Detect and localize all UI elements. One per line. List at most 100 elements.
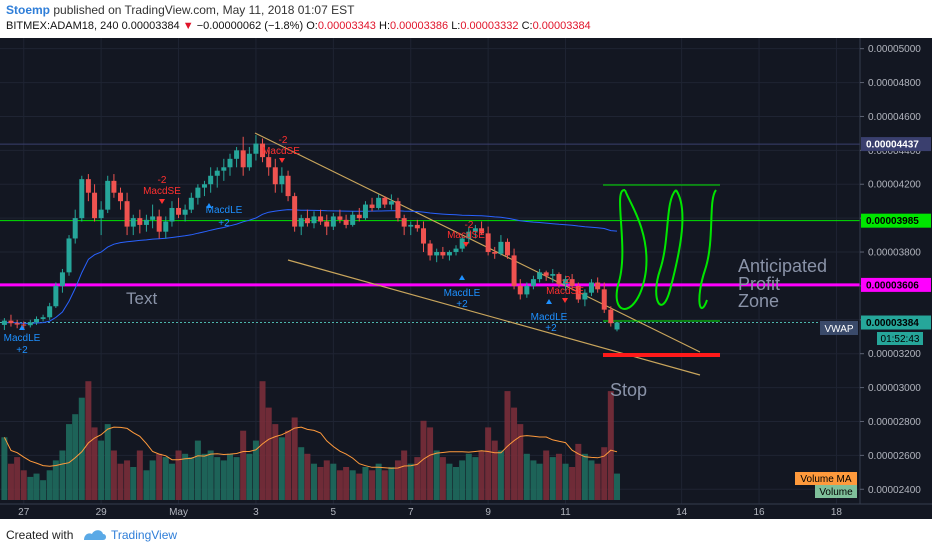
tradingview-logo-icon[interactable] bbox=[82, 526, 108, 542]
candle-body bbox=[453, 248, 459, 253]
candle-body bbox=[330, 216, 336, 227]
volume-bar bbox=[252, 440, 259, 500]
volume-bar bbox=[72, 414, 79, 500]
volume-bar bbox=[59, 450, 66, 500]
price-label: 0.00003985 bbox=[866, 216, 919, 227]
candle-body bbox=[537, 272, 543, 280]
candle-body bbox=[292, 196, 298, 227]
volume-bar bbox=[465, 453, 472, 500]
volume-bar bbox=[246, 453, 253, 500]
candle-body bbox=[401, 218, 407, 227]
signal-macdle-1-label: MacdLE bbox=[4, 333, 41, 344]
signal-macdse-3-label: MacdSE bbox=[447, 230, 485, 241]
candle-body bbox=[137, 218, 143, 225]
candle-body bbox=[414, 224, 420, 229]
author-name[interactable]: Stoemp bbox=[6, 3, 51, 17]
price-tick-label: 0.00004400 bbox=[868, 146, 921, 157]
legend-volume-bg bbox=[815, 485, 857, 498]
chart-area[interactable]: MacdLE +2 -2 MacdSE MacdLE +2 -2 MacdSE … bbox=[0, 38, 932, 519]
candle-body bbox=[169, 207, 175, 222]
volume-bar bbox=[472, 457, 479, 500]
candle-body bbox=[550, 274, 556, 276]
volume-bar bbox=[388, 467, 395, 500]
volume-bar bbox=[614, 473, 621, 500]
open-value: 0.00003343 bbox=[317, 20, 376, 32]
volume-bar bbox=[194, 440, 201, 500]
annotation-text[interactable]: Text bbox=[126, 289, 157, 308]
candle-body bbox=[601, 289, 607, 310]
symbol-ohlc-line: BITMEX:ADAM18, 240 0.00003384 ▼ −0.00000… bbox=[6, 20, 591, 32]
volume-bar bbox=[104, 424, 111, 500]
signal-macdle-3-label: MacdLE bbox=[444, 288, 481, 299]
volume-bar bbox=[511, 407, 518, 500]
volume-bar bbox=[588, 460, 595, 500]
candle-body bbox=[446, 252, 452, 256]
volume-bar bbox=[117, 463, 124, 500]
high-label: H: bbox=[379, 20, 390, 32]
wedge-upper-trendline[interactable] bbox=[254, 132, 701, 353]
annotation-stop[interactable]: Stop bbox=[610, 380, 647, 400]
time-tick-label: 16 bbox=[753, 507, 765, 518]
legend-volume[interactable]: Volume bbox=[819, 487, 853, 498]
candle-body bbox=[150, 216, 156, 220]
candle-body bbox=[1, 320, 7, 325]
volume-bar bbox=[188, 457, 195, 500]
last-price: 0.00003384 bbox=[121, 20, 180, 32]
volume-bar bbox=[259, 381, 266, 500]
annotation-zone-line-2[interactable]: Profit bbox=[738, 274, 780, 294]
tradingview-brand[interactable]: TradingView bbox=[111, 528, 178, 542]
volume-bar bbox=[162, 457, 169, 500]
annotation-zone-line-3[interactable]: Zone bbox=[738, 291, 779, 311]
price-tick-label: 0.00005000 bbox=[868, 44, 921, 55]
countdown-badge: 01:52:43 bbox=[881, 334, 920, 345]
volume-bar bbox=[207, 450, 214, 500]
volume-bar bbox=[52, 460, 59, 500]
volume-bar bbox=[291, 417, 298, 500]
candlestick-chart[interactable]: MacdLE +2 -2 MacdSE MacdLE +2 -2 MacdSE … bbox=[0, 38, 932, 519]
high-value: 0.00003386 bbox=[390, 20, 449, 32]
signal-macdse-2-top: -2 bbox=[279, 135, 288, 146]
price-tick-label: 0.00004800 bbox=[868, 78, 921, 89]
candle-body bbox=[246, 153, 252, 168]
price-change: −0.00000062 (−1.8%) bbox=[196, 20, 304, 32]
candle-body bbox=[105, 180, 111, 210]
candle-body bbox=[569, 279, 575, 286]
candle-body bbox=[350, 214, 356, 225]
time-tick-label: 3 bbox=[253, 507, 259, 518]
close-value: 0.00003384 bbox=[532, 20, 591, 32]
legend-volume-ma[interactable]: Volume MA bbox=[800, 474, 851, 485]
volume-bar bbox=[136, 450, 143, 500]
volume-bar bbox=[555, 453, 562, 500]
signal-macdse-1-top: -2 bbox=[158, 175, 167, 186]
volume-bar bbox=[310, 463, 317, 500]
volume-bar bbox=[85, 381, 92, 500]
price-label-bg bbox=[861, 213, 931, 228]
candle-body bbox=[563, 279, 569, 285]
candle-body bbox=[279, 175, 285, 185]
volume-bar bbox=[569, 467, 576, 500]
volume-bar bbox=[149, 460, 156, 500]
price-label: 0.00003606 bbox=[866, 280, 919, 291]
signal-macdle-2-sub: +2 bbox=[218, 218, 230, 229]
volume-bar bbox=[124, 460, 131, 500]
volume-bar bbox=[220, 460, 227, 500]
volume-bar bbox=[298, 447, 305, 500]
up-arrow-icon bbox=[206, 203, 212, 208]
volume-bar bbox=[78, 397, 85, 500]
down-triangle-icon: ▼ bbox=[182, 20, 194, 32]
volume-bar bbox=[110, 450, 117, 500]
volume-bar bbox=[446, 463, 453, 500]
time-tick-label: 7 bbox=[408, 507, 414, 518]
volume-bar bbox=[375, 463, 382, 500]
close-label: C: bbox=[521, 20, 533, 32]
volume-bar bbox=[497, 450, 504, 500]
candle-body bbox=[182, 209, 188, 215]
legend-volume-ma-bg bbox=[795, 472, 857, 485]
candle-body bbox=[582, 292, 588, 300]
annotation-zone-line-1[interactable]: Anticipated bbox=[738, 256, 827, 276]
volume-bar bbox=[420, 420, 427, 500]
publish-line: Stoemp published on TradingView.com, May… bbox=[6, 3, 354, 17]
candle-body bbox=[176, 207, 182, 215]
time-tick-label: 5 bbox=[331, 507, 337, 518]
candle-body bbox=[163, 221, 169, 232]
